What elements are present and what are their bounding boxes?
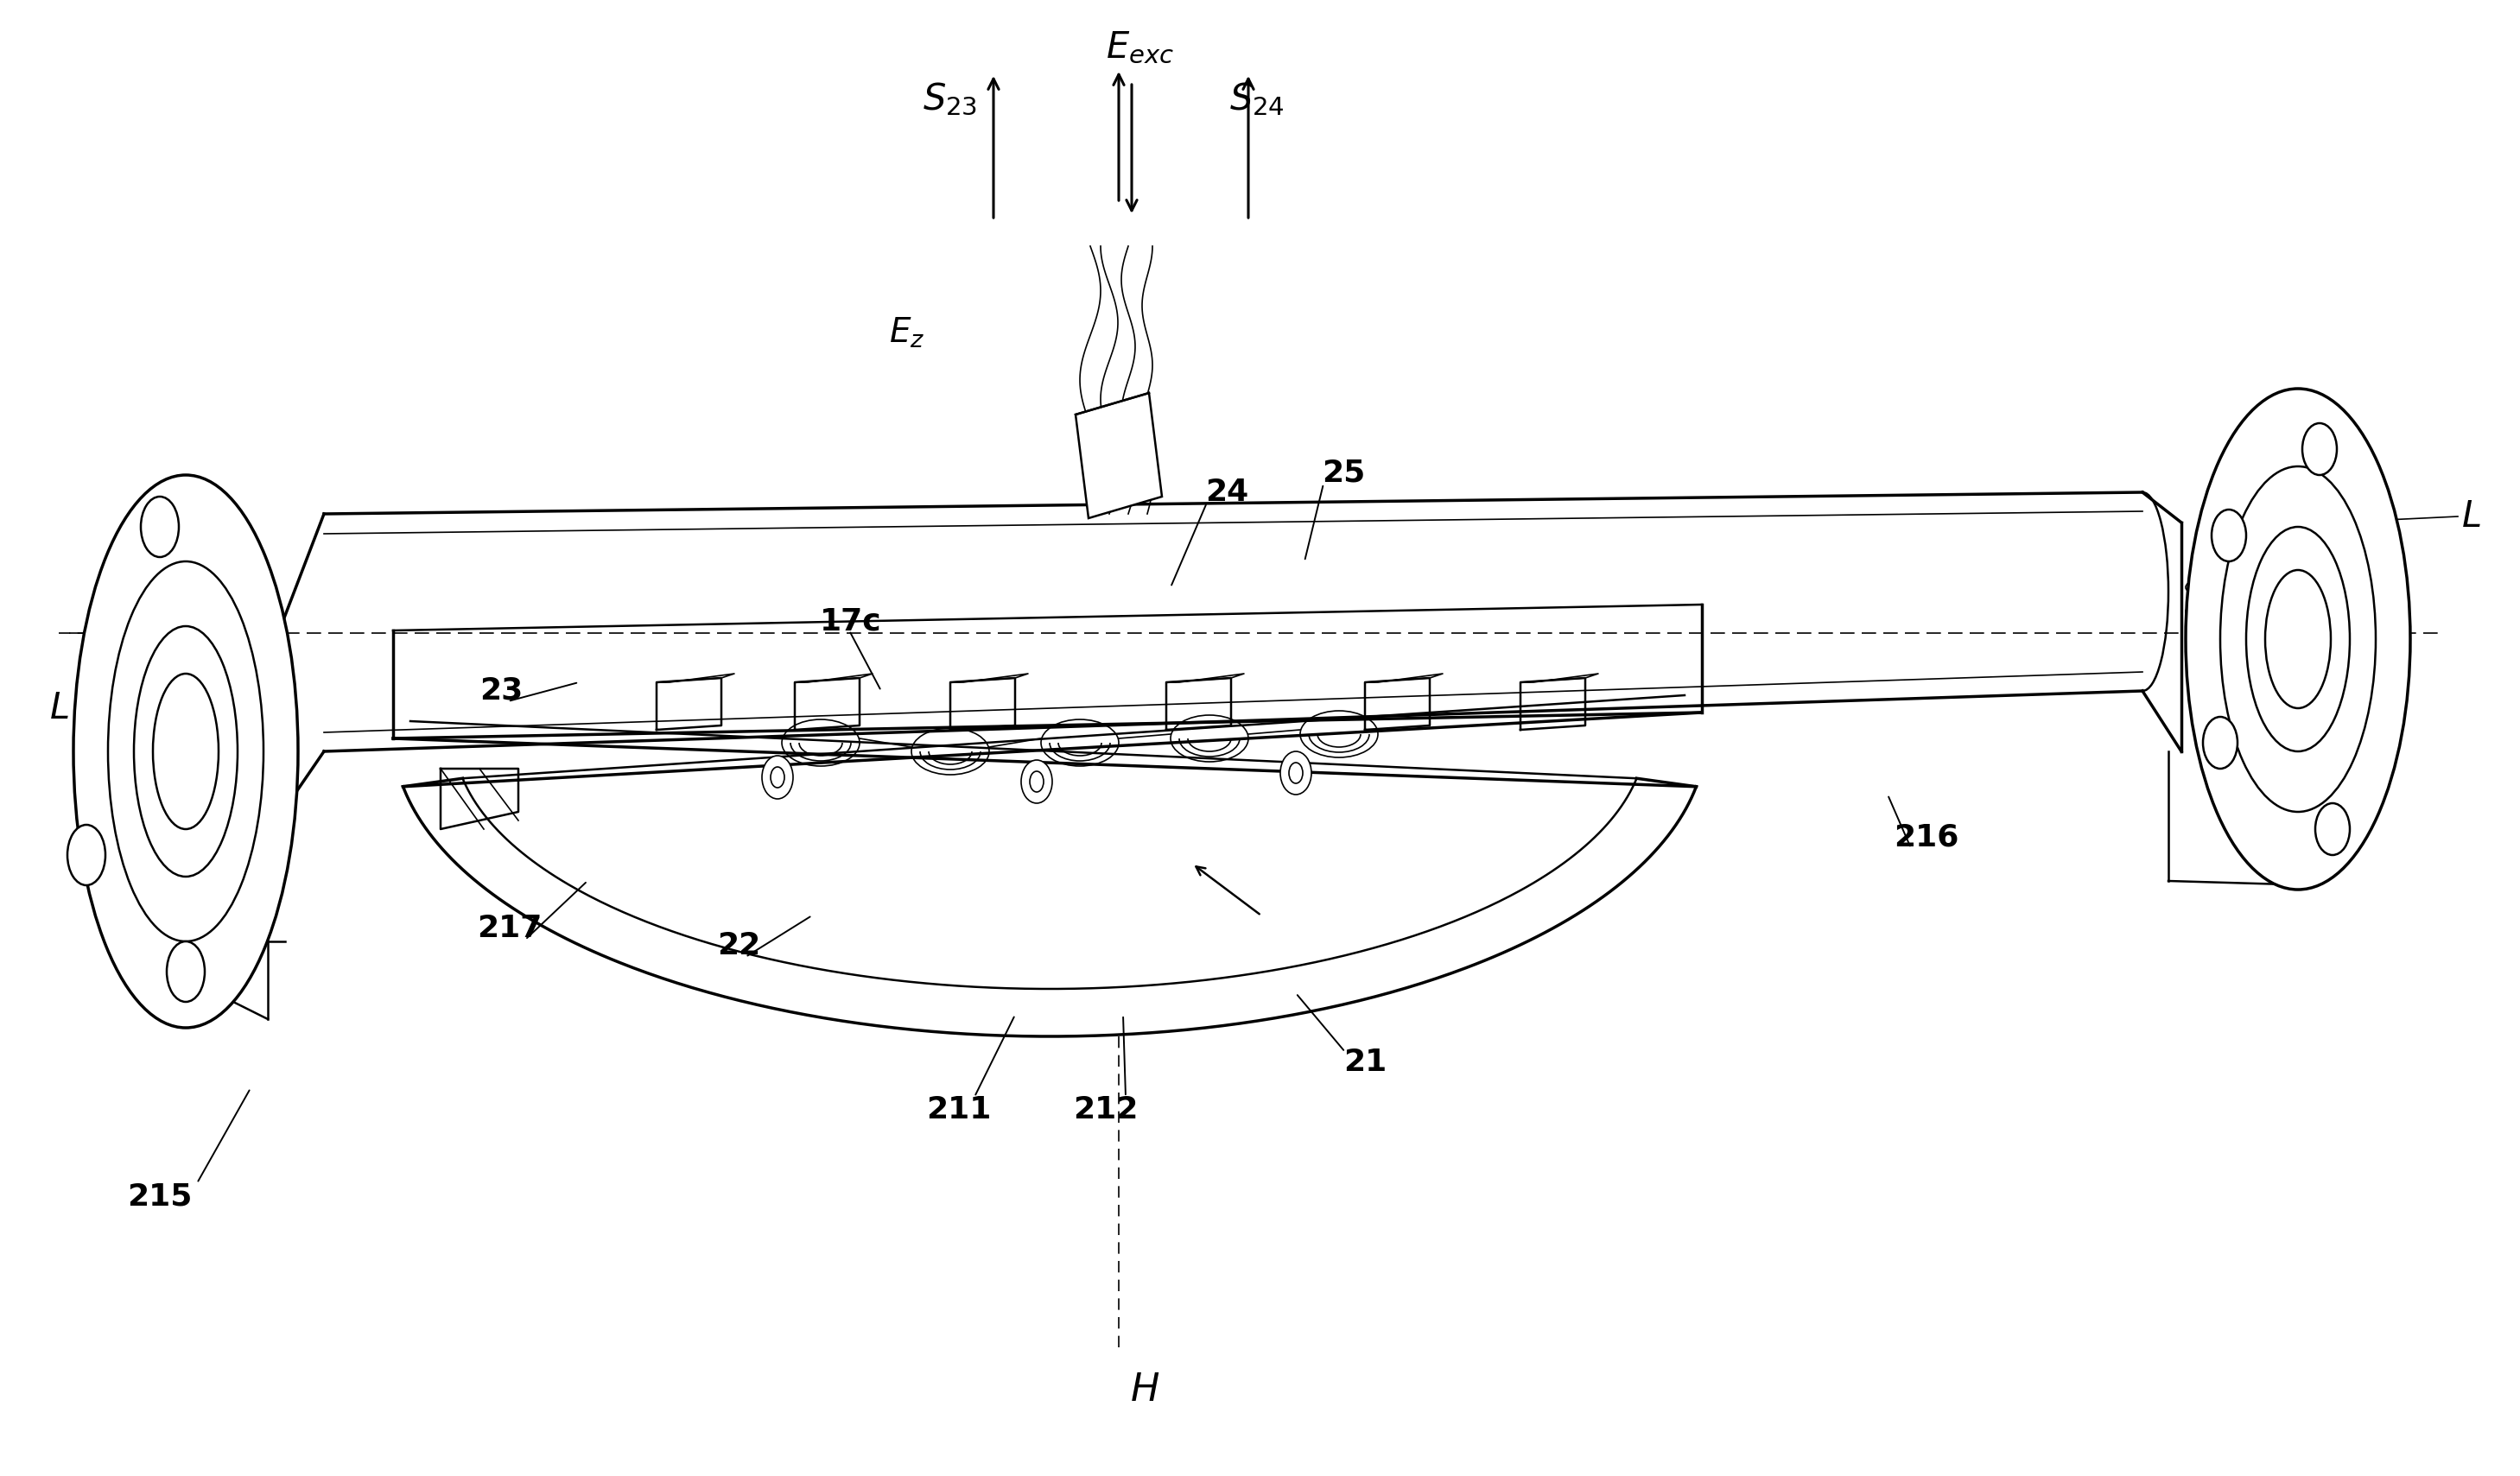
Ellipse shape	[73, 475, 297, 1027]
Ellipse shape	[166, 942, 204, 1002]
Text: 216: 216	[1895, 824, 1958, 853]
Text: 211: 211	[927, 1095, 990, 1125]
Ellipse shape	[1031, 772, 1043, 793]
Text: 17c: 17c	[819, 607, 882, 636]
Text: 21: 21	[1343, 1048, 1386, 1077]
Text: 22: 22	[716, 931, 761, 961]
Text: 215: 215	[129, 1181, 192, 1210]
Text: 217: 217	[476, 914, 542, 943]
Polygon shape	[1076, 393, 1162, 518]
Ellipse shape	[2202, 717, 2238, 769]
Ellipse shape	[141, 496, 179, 556]
Ellipse shape	[68, 825, 106, 886]
Ellipse shape	[2220, 466, 2376, 812]
Ellipse shape	[2213, 509, 2245, 561]
Text: 23: 23	[479, 676, 522, 706]
Ellipse shape	[761, 756, 794, 799]
Text: $S_{23}$: $S_{23}$	[922, 81, 978, 118]
Ellipse shape	[108, 561, 265, 942]
Text: 24: 24	[1205, 478, 1247, 506]
Ellipse shape	[1288, 763, 1303, 784]
Text: $E_{exc}$: $E_{exc}$	[1106, 30, 1174, 65]
Text: 212: 212	[1074, 1095, 1139, 1125]
Ellipse shape	[154, 673, 219, 830]
Ellipse shape	[1021, 760, 1053, 803]
Text: $L$: $L$	[48, 691, 68, 726]
Text: $\mathit{E}_{z}$: $\mathit{E}_{z}$	[890, 316, 925, 350]
Text: 25: 25	[1320, 459, 1366, 489]
Ellipse shape	[2316, 803, 2349, 855]
Ellipse shape	[2185, 388, 2409, 890]
Ellipse shape	[2265, 570, 2331, 708]
Text: $H$: $H$	[1129, 1371, 1159, 1410]
Text: $S_{24}$: $S_{24}$	[1230, 81, 1285, 118]
Ellipse shape	[134, 626, 237, 877]
Ellipse shape	[771, 768, 784, 788]
Ellipse shape	[2245, 527, 2349, 751]
Text: $L$: $L$	[2462, 499, 2480, 534]
Ellipse shape	[1280, 751, 1310, 794]
Ellipse shape	[2303, 424, 2336, 475]
